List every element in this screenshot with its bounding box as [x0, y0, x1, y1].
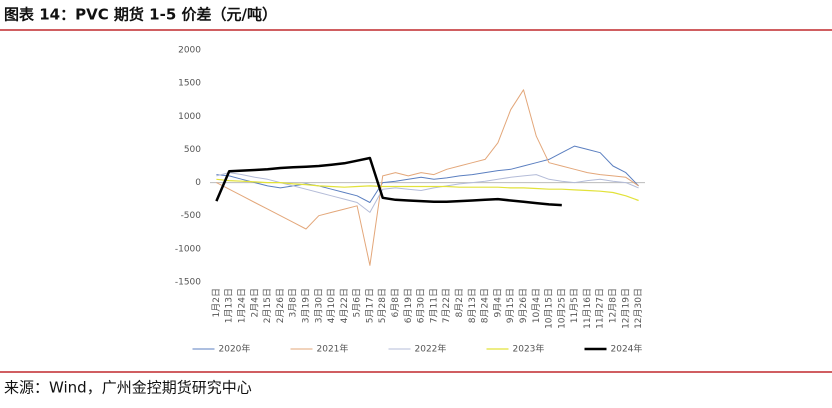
- x-tick-label: 9月26日: [518, 288, 529, 323]
- x-tick-label: 10月25日: [556, 288, 567, 329]
- y-tick-label: 0: [195, 178, 201, 188]
- x-tick-label: 5月17日: [364, 288, 375, 323]
- x-tick-label: 12月8日: [608, 288, 619, 323]
- x-tick-label: 12月30日: [633, 288, 644, 329]
- legend-label: 2021年: [317, 343, 349, 355]
- y-tick-label: 1500: [178, 79, 201, 89]
- chart-title: 图表 14：PVC 期货 1-5 价差（元/吨）: [4, 6, 277, 24]
- y-tick-label: -1000: [175, 244, 201, 254]
- source: 来源：Wind，广州金控期货研究中心: [4, 379, 252, 397]
- x-tick-label: 6月8日: [390, 288, 401, 317]
- x-tick-label: 6月30日: [416, 288, 427, 323]
- x-tick-label: 9月4日: [492, 288, 503, 317]
- x-tick-label: 10月15日: [544, 288, 555, 329]
- x-tick-label: 8月2日: [454, 288, 465, 317]
- x-tick-label: 8月13日: [467, 288, 478, 323]
- series-line: [216, 178, 639, 202]
- x-tick-label: 10月4日: [531, 288, 542, 323]
- x-tick-label: 6月19日: [403, 288, 414, 323]
- x-tick-label: 7月11日: [428, 288, 439, 323]
- series-line: [216, 89, 639, 266]
- x-tick-label: 4月22日: [339, 288, 350, 323]
- x-tick-label: 2月26日: [275, 288, 286, 323]
- x-tick-label: 11月5日: [569, 288, 580, 323]
- x-tick-label: 3月19日: [300, 288, 311, 323]
- y-tick-label: -1500: [175, 278, 201, 288]
- x-tick-label: 3月8日: [288, 288, 299, 317]
- series-line: [216, 172, 639, 213]
- x-tick-label: 2月15日: [262, 288, 273, 323]
- x-tick-label: 1月2日: [211, 288, 222, 317]
- y-tick-label: -500: [181, 211, 202, 221]
- legend-label: 2024年: [611, 343, 643, 355]
- x-tick-label: 3月30日: [313, 288, 324, 323]
- y-tick-label: 1000: [178, 112, 201, 122]
- x-tick-label: 1月13日: [224, 288, 235, 323]
- legend-label: 2022年: [415, 343, 447, 355]
- series-line: [216, 145, 639, 203]
- x-tick-label: 2月4日: [249, 288, 260, 317]
- x-tick-label: 1月24日: [236, 288, 247, 323]
- x-tick-label: 5月6日: [352, 288, 363, 317]
- legend-label: 2023年: [513, 343, 545, 355]
- x-tick-label: 9月15日: [505, 288, 516, 323]
- x-tick-label: 4月10日: [326, 288, 337, 323]
- x-tick-label: 5月28日: [377, 288, 388, 323]
- x-tick-label: 11月27日: [595, 288, 606, 329]
- x-tick-label: 7月22日: [441, 288, 452, 323]
- x-tick-label: 11月16日: [582, 288, 593, 329]
- legend-label: 2020年: [219, 343, 251, 355]
- x-tick-label: 8月24日: [480, 288, 491, 323]
- y-tick-label: 2000: [178, 46, 201, 56]
- y-tick-label: 500: [184, 145, 201, 155]
- series-line: [215, 156, 562, 207]
- x-tick-label: 12月19日: [620, 288, 631, 329]
